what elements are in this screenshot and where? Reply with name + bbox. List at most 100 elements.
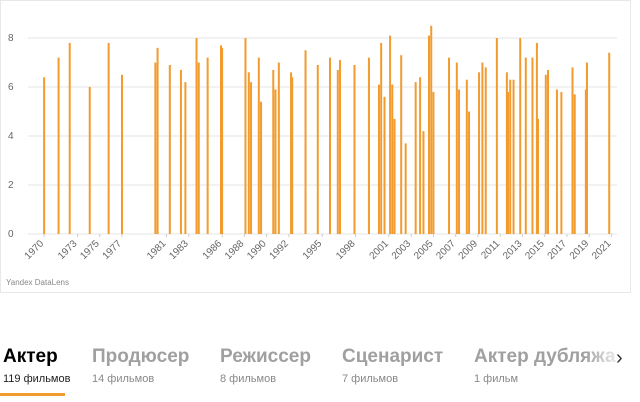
bar [156,47,159,234]
bar [316,64,319,234]
bar [68,42,71,235]
bar [257,57,260,235]
bar [272,69,275,235]
bar [537,118,540,234]
bar [219,45,222,235]
bar [250,82,253,235]
fade [585,340,625,390]
bar [455,62,458,235]
bar [468,111,471,234]
x-tick-label: 1970 [23,238,47,262]
bar [221,47,224,234]
x-tick-label: 1981 [145,238,169,262]
bar [389,35,392,234]
bar [481,62,484,235]
tab-title: Актер [3,346,58,367]
bar [584,89,587,234]
bar [353,64,356,234]
x-tick-label: 2005 [412,238,436,262]
tab-count: 14 фильмов [92,373,155,385]
bar [184,82,187,235]
bar [154,62,157,235]
bar [197,62,200,235]
bar [244,38,247,234]
x-tick-label: 2015 [523,238,547,262]
x-tick-label: 2017 [546,238,570,262]
bar [195,38,198,234]
bar [339,60,342,234]
x-tick-label: 1992 [267,238,291,262]
bar [304,50,307,235]
bar [336,69,339,235]
x-tick-label: 1973 [56,238,80,262]
x-tick-label: 1998 [334,238,358,262]
x-tick-label: 2021 [590,238,614,262]
bar [428,35,431,234]
bar [519,38,522,234]
bar [383,96,386,235]
x-tick-label: 1988 [223,238,247,262]
bar [448,57,451,235]
bar [465,79,468,234]
bar [509,79,512,234]
credit: Yandex DataLens [6,278,69,287]
bar [478,72,481,234]
x-tick-label: 2007 [434,238,458,262]
y-tick-label: 0 [8,229,14,240]
bar [432,91,435,234]
bar [571,67,574,234]
x-tick-label: 1975 [78,238,102,262]
x-tick-label: 1995 [301,238,325,262]
bar [535,42,538,235]
x-tick-label: 1983 [167,238,191,262]
x-tick-label: 2013 [501,238,525,262]
bar [531,57,534,235]
bar [206,57,209,235]
bar [43,77,46,234]
tab-count: 8 фильмов [220,373,277,385]
bar [168,64,171,234]
bar [484,67,487,234]
bar [430,25,433,234]
tab-count: 119 фильмов [3,373,71,385]
bar [107,42,110,235]
tab-title: Сценарист [342,346,444,367]
bar [367,57,370,235]
x-tick-label: 2009 [457,238,481,262]
x-tick-label: 2001 [368,238,392,262]
tab[interactable]: Продюсер 14 фильмов [92,346,189,385]
chart-frame [0,0,631,293]
tab-title: Актер дубляжа [474,346,616,367]
tab[interactable]: Режиссер 8 фильмов [220,346,311,385]
tab[interactable]: Актер 119 фильмов [3,346,70,385]
bar [585,62,588,235]
bar [277,62,280,235]
bar [391,84,394,235]
bar [458,89,461,234]
tab[interactable]: Сценарист 7 фильмов [342,346,443,385]
y-tick-label: 8 [8,33,14,44]
x-tick-label: 1977 [101,238,125,262]
tab[interactable]: Актер дубляжа 1 фильм [474,346,616,385]
bar [290,72,293,234]
bar [544,74,547,234]
active-underline [0,393,65,396]
bar [247,72,250,234]
tab-title: Продюсер [92,346,190,367]
bar [524,57,527,235]
tab-title: Режиссер [220,346,311,367]
bar [120,74,123,234]
bar [377,84,380,235]
bar [547,69,550,235]
x-tick-label: 1986 [201,238,225,262]
bar [329,57,332,235]
bar [404,143,407,234]
bar [505,72,508,234]
x-tick-label: 2003 [390,238,414,262]
scroll-arrow[interactable]: › [616,347,623,369]
x-tick-label: 2019 [568,238,592,262]
bar [495,38,498,234]
bar [608,52,611,234]
